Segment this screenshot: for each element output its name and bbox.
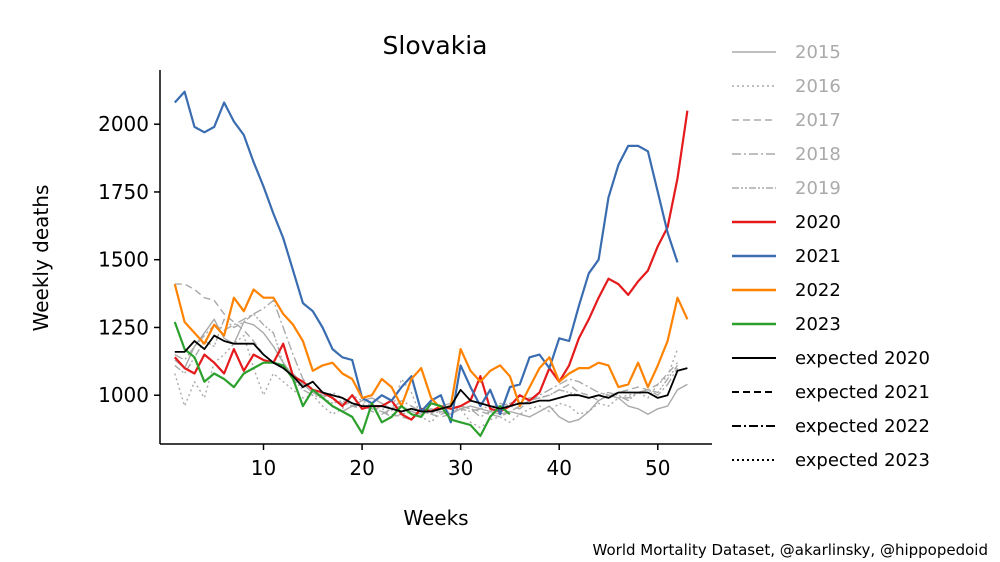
x-tick-label: 20 <box>349 456 374 480</box>
y-tick-label: 1500 <box>98 248 149 272</box>
y-axis-label: Weekly deaths <box>29 185 53 332</box>
legend-label: 2022 <box>795 280 841 301</box>
credit-text: World Mortality Dataset, @akarlinsky, @h… <box>593 541 988 559</box>
legend-label: 2018 <box>795 144 841 165</box>
legend-label: 2015 <box>795 42 841 63</box>
series-line-expected-2020 <box>174 334 688 413</box>
legend-label: expected 2022 <box>795 416 930 437</box>
legend: 2015 2016 2017 2018 2019 2020 2021 2022 2023 expe… <box>732 42 930 471</box>
x-tick-label: 40 <box>546 456 571 480</box>
legend-label: expected 2020 <box>795 348 930 369</box>
x-tick-label: 50 <box>645 456 670 480</box>
y-axis-ticks: 1000 1250 1500 1750 2000 <box>98 112 160 407</box>
plot-area <box>173 90 689 437</box>
x-tick-label: 30 <box>448 456 473 480</box>
legend-label: 2023 <box>795 314 841 335</box>
legend-label: 2020 <box>795 212 841 233</box>
series-line-2022 <box>173 283 689 410</box>
y-tick-label: 1250 <box>98 315 149 339</box>
chart-title: Slovakia <box>383 31 488 60</box>
series-line-2017 <box>174 283 679 421</box>
legend-label: 2021 <box>795 246 841 267</box>
legend-label: 2019 <box>795 178 841 199</box>
x-tick-label: 10 <box>251 456 276 480</box>
series-line-2023 <box>173 321 511 437</box>
series-line-2019 <box>174 313 679 418</box>
legend-label: expected 2023 <box>795 450 930 471</box>
y-tick-label: 1000 <box>98 383 149 407</box>
legend-label: 2017 <box>795 110 841 131</box>
x-axis-ticks: 10 20 30 40 50 <box>251 444 671 480</box>
x-axis-label: Weeks <box>403 506 468 530</box>
y-tick-label: 2000 <box>98 112 149 136</box>
legend-label: expected 2021 <box>795 382 930 403</box>
series-line-2021 <box>173 90 679 424</box>
legend-label: 2016 <box>795 76 841 97</box>
y-tick-label: 1750 <box>98 180 149 204</box>
